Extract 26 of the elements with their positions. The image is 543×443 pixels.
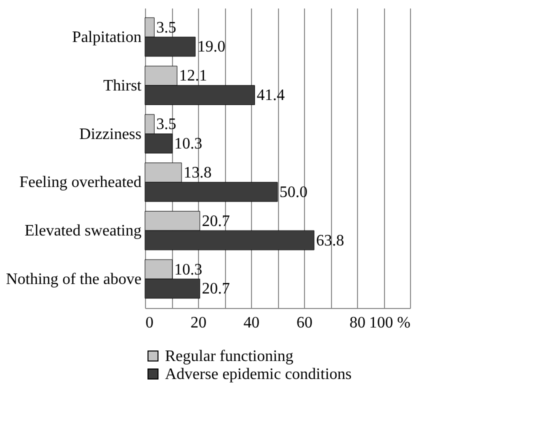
y-tick-label: Palpitation [72,29,142,46]
x-tick-label: 20 [190,314,206,332]
data-label: 20.7 [202,280,230,298]
y-tick-label: Dizziness [79,126,142,143]
y-tick-label: Feeling overheated [19,174,142,192]
data-label: 41.4 [256,87,285,104]
data-label: 19.0 [197,38,226,56]
data-label: 10.3 [174,261,202,278]
x-tick-label: 0 [146,314,154,332]
data-label: 63.8 [316,232,344,250]
x-tick-label: 40 [244,314,260,332]
x-tick-label: 60 [296,314,312,332]
data-label: 50.0 [280,184,308,201]
y-tick-label: Elevated sweating [24,222,142,240]
x-tick-label: 100 % [369,314,410,332]
data-label: 13.8 [184,164,212,182]
x-tick-label: 80 [350,314,366,332]
y-tick-label: Thirst [103,77,142,94]
data-label: 3.5 [156,19,176,36]
legend-label: Regular functioning [165,348,294,365]
data-label: 12.1 [179,68,208,85]
legend-label: Adverse epidemic conditions [165,366,352,383]
data-label: 20.7 [202,212,230,230]
data-label: 10.3 [174,135,202,152]
data-label: 3.5 [156,116,176,134]
y-tick-label: Nothing of the above [6,270,142,288]
